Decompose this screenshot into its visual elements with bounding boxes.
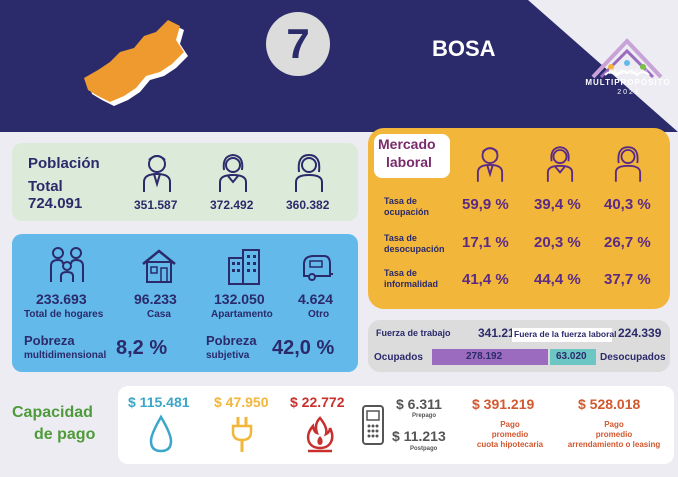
hogares-total-label: Total de hogares <box>24 309 104 320</box>
poblacion-total-label: Total <box>28 178 63 195</box>
poblacion-men: 351.587 <box>134 198 178 212</box>
gas-value: $ 22.772 <box>290 394 345 410</box>
arriendo-label2: promedio <box>595 430 633 439</box>
logo-line2: MULTIPROPÓSITO <box>585 78 671 87</box>
house-icon <box>142 249 176 283</box>
row1-label2: ocupación <box>384 207 430 217</box>
fuera-label-bg <box>512 328 612 342</box>
plug-icon <box>231 417 253 452</box>
logo-line3: 2021 <box>617 89 641 96</box>
desocupados-label: Desocupados <box>600 352 666 363</box>
poblacion-total: 724.091 <box>28 195 83 212</box>
encuesta-logo-icon <box>591 38 663 79</box>
arriendo-label3: arrendamiento o leasing <box>567 440 661 449</box>
desocupados-value: 63.020 <box>556 351 587 362</box>
capacidad-panel <box>118 386 674 464</box>
flame-icon <box>306 416 334 453</box>
row2-other: 26,7 % <box>604 234 651 251</box>
person-icon <box>295 153 323 192</box>
mercado-title1: Mercado <box>378 136 436 152</box>
arriendo-label1: Pago <box>604 420 624 429</box>
man-icon <box>143 155 171 192</box>
hogares-casa-label: Casa <box>147 309 171 320</box>
fuera-value: 224.339 <box>618 326 662 340</box>
pobreza-multi-label1: Pobreza <box>24 333 75 348</box>
caravan-icon <box>303 255 333 281</box>
mercado-title2: laboral <box>386 154 432 170</box>
pobreza-multi-label2: multidimensional <box>24 350 107 361</box>
pobreza-subj-value: 42,0 % <box>272 337 335 359</box>
hogares-otro-label: Otro <box>308 309 330 320</box>
row1-women: 39,4 % <box>534 196 581 213</box>
energia-value: $ 47.950 <box>214 394 269 410</box>
row3-women: 44,4 % <box>534 271 581 288</box>
ocupados-label: Ocupados <box>374 352 423 363</box>
water-drop-icon <box>149 414 173 453</box>
postpago-value: $ 11.213 <box>392 428 446 444</box>
person-icon-mercado <box>614 146 642 182</box>
fuerza-trabajo-label: Fuerza de trabajo <box>376 328 451 338</box>
hogares-otro: 4.624 <box>298 291 334 307</box>
row3-other: 37,7 % <box>604 271 651 288</box>
man-icon-mercado <box>476 147 504 182</box>
hipoteca-value: $ 391.219 <box>472 396 535 412</box>
hipoteca-label1: Pago <box>500 420 520 429</box>
pobreza-subj-label1: Pobreza <box>206 333 257 348</box>
hogares-panel <box>12 234 358 372</box>
family-icon <box>50 247 84 282</box>
row2-label2: desocupación <box>384 244 445 254</box>
row3-label2: informalidad <box>384 279 439 289</box>
row3-label1: Tasa de <box>384 268 417 278</box>
ocupados-bar <box>432 349 548 365</box>
mercado-title-box <box>374 134 450 178</box>
apartment-icon <box>228 249 260 285</box>
phone-icon <box>362 405 384 445</box>
woman-icon-mercado <box>546 146 574 182</box>
hogares-casa: 96.233 <box>134 291 177 307</box>
poblacion-panel <box>12 143 358 221</box>
row1-label1: Tasa de <box>384 196 417 206</box>
ocupados-value: 278.192 <box>466 351 503 362</box>
desocupados-bar <box>550 349 596 365</box>
capacidad-title2: de pago <box>34 426 96 443</box>
pobreza-multi-value: 8,2 % <box>116 337 168 359</box>
row2-women: 20,3 % <box>534 234 581 251</box>
hogares-apartamento-label: Apartamento <box>211 309 273 320</box>
prepago-value: $ 6.311 <box>396 396 442 412</box>
locality-map-icon <box>84 20 188 106</box>
row2-men: 17,1 % <box>462 234 509 251</box>
logo-line1: ENCUESTA <box>608 70 650 76</box>
row2-label1: Tasa de <box>384 233 417 243</box>
woman-icon <box>219 153 247 192</box>
row1-men: 59,9 % <box>462 196 509 213</box>
poblacion-title: Población <box>28 155 100 172</box>
fuera-label: Fuera de la fuerza laboral <box>514 329 617 339</box>
hipoteca-label2: promedio <box>491 430 529 439</box>
postpago-label: Postpago <box>410 446 438 452</box>
arriendo-value: $ 528.018 <box>578 396 641 412</box>
pobreza-subj-label2: subjetiva <box>206 350 250 361</box>
hipoteca-label3: cuota hipotecaria <box>476 440 544 449</box>
capacidad-title1: Capacidad <box>12 404 93 421</box>
hogares-apartamento: 132.050 <box>214 291 265 307</box>
fuerza-trabajo-value: 341.212 <box>478 326 522 340</box>
locality-name: BOSA <box>432 36 496 61</box>
poblacion-other: 360.382 <box>286 198 330 212</box>
poblacion-women: 372.492 <box>210 198 254 212</box>
prepago-label: Prepago <box>412 413 437 419</box>
locality-number: 7 <box>266 12 330 76</box>
row1-other: 40,3 % <box>604 196 651 213</box>
agua-value: $ 115.481 <box>128 394 190 410</box>
hogares-total: 233.693 <box>36 291 87 307</box>
row3-men: 41,4 % <box>462 271 509 288</box>
